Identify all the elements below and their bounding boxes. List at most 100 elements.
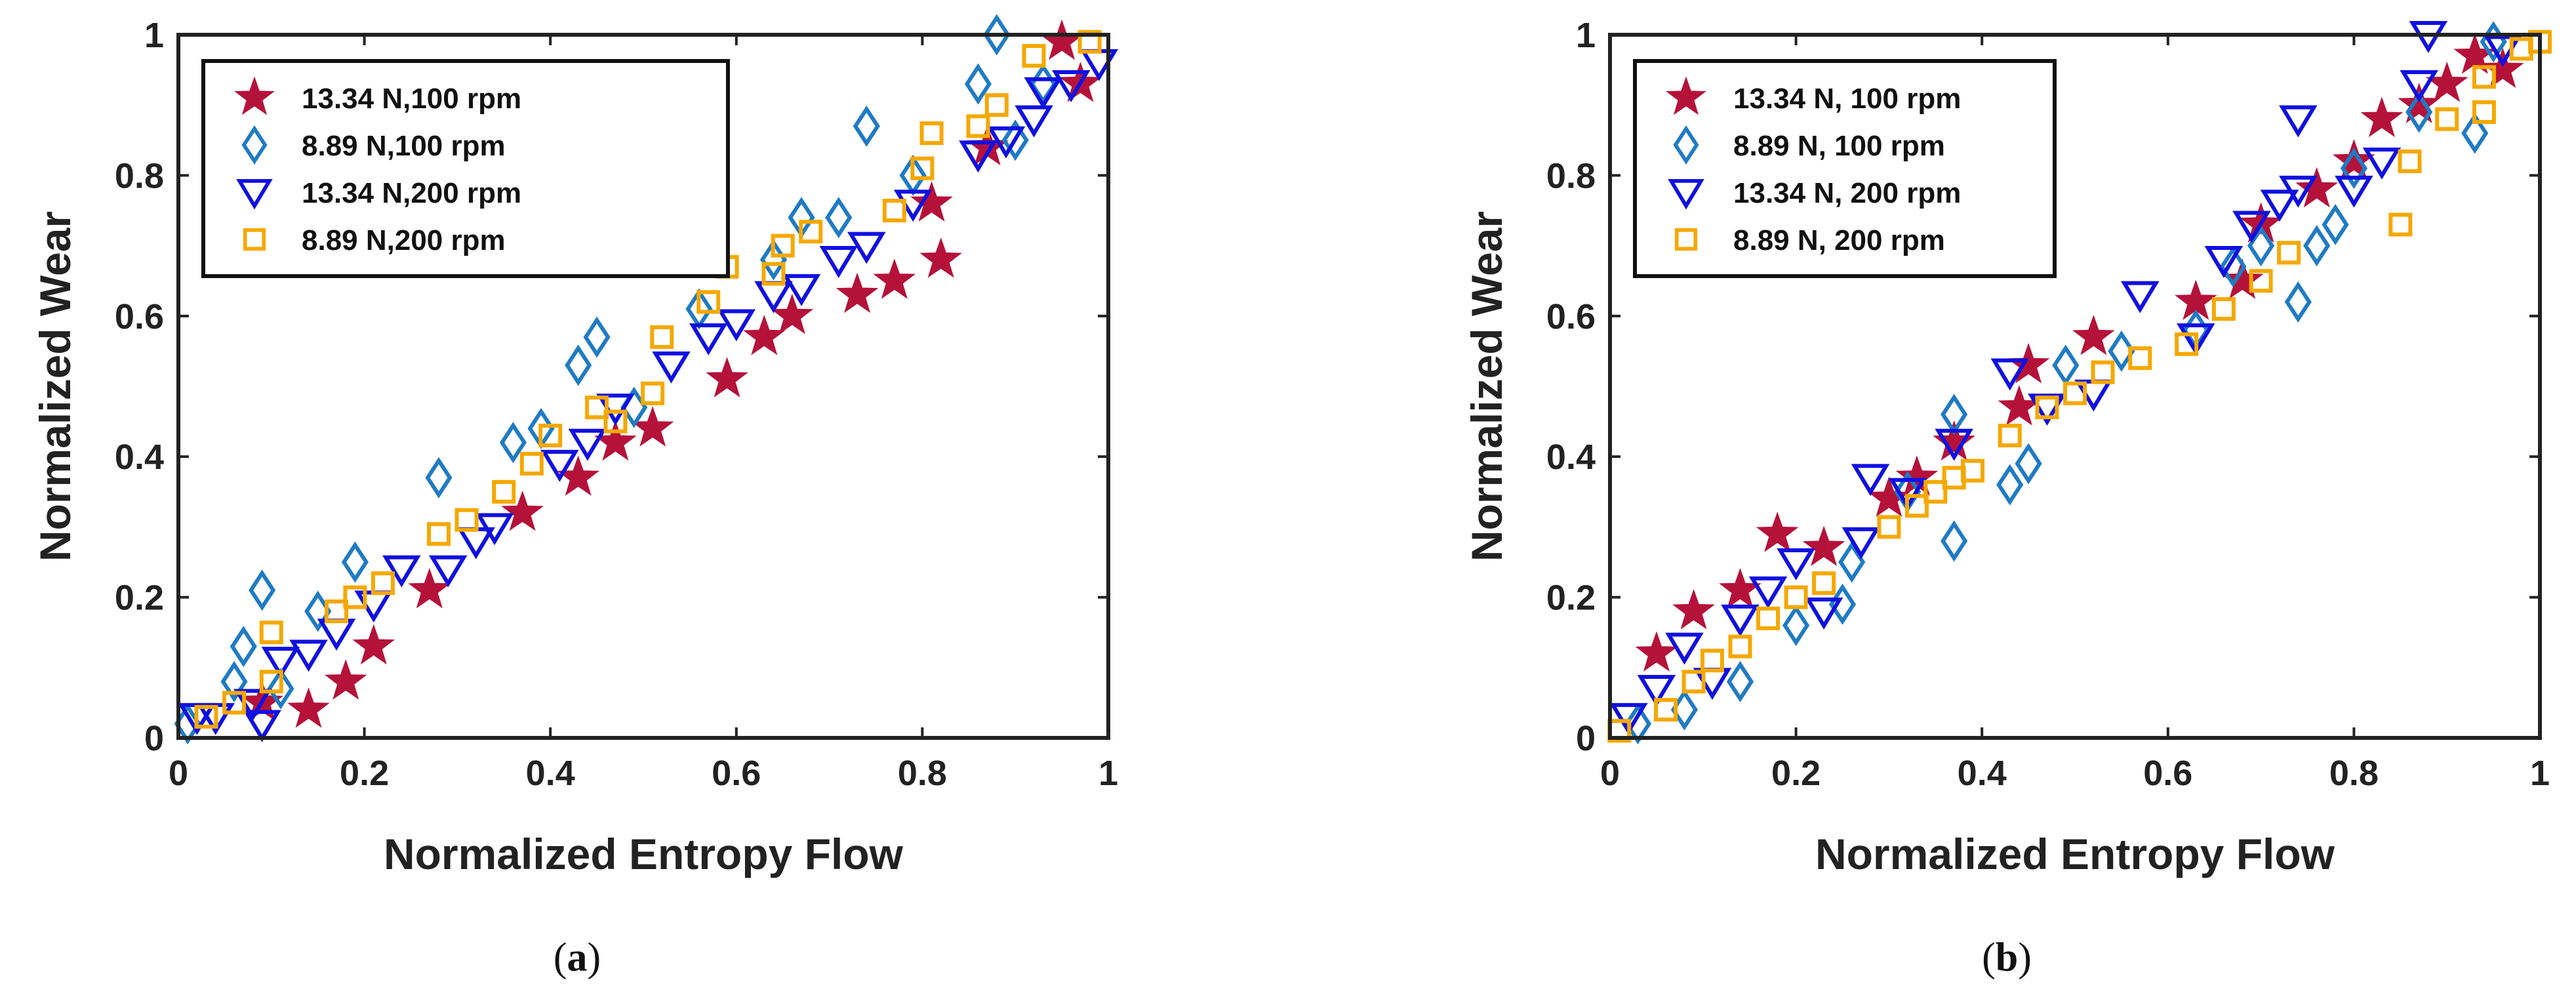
series-0 — [241, 19, 1102, 728]
point-square-2 — [259, 670, 283, 694]
panel-caption: (a) — [553, 935, 601, 980]
point-square-9 — [492, 479, 516, 504]
point-star-7 — [594, 420, 637, 461]
point-triangle-down-22 — [2335, 175, 2373, 208]
point-triangle-down-18 — [2232, 211, 2271, 243]
point-square-15 — [650, 325, 674, 349]
point-triangle-down-8 — [1841, 527, 1881, 559]
point-triangle-down-20 — [819, 246, 858, 278]
point-square-17 — [2128, 346, 2152, 371]
point-triangle-down-20 — [2279, 175, 2318, 208]
point-triangle-down-9 — [428, 555, 468, 588]
point-triangle-down-17 — [717, 309, 756, 342]
point-star-14 — [2295, 167, 2339, 208]
point-square-27 — [1077, 30, 1102, 54]
point-triangle-down-8 — [382, 555, 421, 588]
point-diamond-2 — [230, 626, 257, 668]
point-star-3 — [1756, 512, 1799, 552]
point-star-4 — [1802, 525, 1845, 567]
point-square-10 — [519, 451, 544, 476]
point-star-4 — [408, 567, 451, 609]
point-triangle-down-18 — [754, 281, 793, 314]
point-diamond-19 — [2340, 148, 2367, 190]
point-triangle-down-5 — [289, 640, 328, 672]
point-triangle-down-15 — [652, 351, 691, 384]
point-square-22 — [910, 156, 935, 180]
point-diamond-1 — [220, 660, 248, 702]
point-square-8 — [454, 508, 479, 532]
point-star-15 — [919, 237, 963, 278]
caption-open-paren: ( — [553, 935, 567, 980]
point-star-6 — [557, 455, 600, 496]
point-triangle-down-11 — [1935, 428, 1973, 461]
point-square-4 — [1728, 634, 1752, 659]
series-0 — [1635, 33, 2524, 672]
point-star-3 — [352, 624, 395, 665]
point-triangle-down-5 — [1748, 576, 1788, 609]
point-star-5 — [501, 490, 544, 531]
point-diamond-17 — [853, 105, 880, 147]
point-square-12 — [1961, 458, 1985, 483]
point-square-14 — [641, 381, 665, 405]
point-star-5 — [1868, 476, 1910, 518]
series-3 — [1607, 30, 2552, 743]
point-square-19 — [2211, 297, 2236, 321]
point-square-0 — [194, 704, 218, 729]
caption-letter: a — [567, 935, 588, 980]
point-star-10 — [2072, 314, 2115, 355]
y-tick-label: 0.6 — [1546, 297, 1596, 336]
point-star-1 — [287, 687, 330, 728]
point-square-24 — [966, 114, 990, 138]
point-square-6 — [1784, 585, 1808, 609]
point-square-20 — [799, 220, 823, 244]
point-triangle-down-9 — [1851, 464, 1890, 497]
point-square-2 — [1681, 670, 1706, 694]
x-tick-label: 0.2 — [1771, 754, 1821, 793]
point-triangle-down-21 — [2279, 105, 2318, 138]
point-triangle-down-16 — [2177, 323, 2215, 355]
point-triangle-down-24 — [2400, 70, 2438, 102]
point-square-13 — [1998, 424, 2022, 448]
legend-label: 13.34 N, 200 rpm — [1733, 177, 1961, 209]
point-diamond-16 — [2284, 281, 2312, 323]
point-star-11 — [771, 293, 814, 335]
point-star-2 — [1719, 567, 1761, 609]
point-diamond-8 — [499, 422, 527, 464]
caption-open-paren: ( — [1982, 935, 1996, 980]
x-tick-label: 0.8 — [2329, 754, 2379, 793]
point-triangle-down-13 — [568, 428, 607, 461]
y-tick-label: 0.2 — [1546, 579, 1596, 618]
point-triangle-down-17 — [2204, 246, 2244, 278]
point-triangle-down-11 — [475, 513, 514, 546]
point-square-5 — [343, 585, 367, 609]
point-square-23 — [2398, 149, 2422, 173]
point-square-21 — [2277, 241, 2301, 265]
point-diamond-2 — [1726, 660, 1754, 702]
x-tick-label: 0 — [1600, 754, 1620, 793]
x-tick-label: 0.2 — [340, 754, 389, 793]
y-tick-label: 0 — [144, 719, 164, 758]
caption-close-paren: ) — [2018, 935, 2032, 980]
point-square-13 — [603, 409, 628, 434]
point-square-7 — [427, 522, 451, 546]
y-tick-label: 0.2 — [115, 579, 164, 618]
point-diamond-18 — [2322, 203, 2349, 245]
point-star-14 — [910, 181, 953, 222]
point-square-26 — [1022, 44, 1046, 68]
caption-letter: b — [1996, 935, 2018, 980]
panel-a: 0 0.2 0.4 0.6 0.8 1 0 0.2 0.4 0.6 0.8 1 Normalized E… — [31, 14, 1119, 980]
legend-marker-diamond — [241, 125, 268, 165]
legend-marker-square — [243, 228, 266, 251]
point-triangle-down-24 — [986, 126, 1026, 159]
legend-marker-square — [1674, 228, 1698, 251]
point-diamond-11 — [583, 316, 611, 358]
point-triangle-down-2 — [1665, 632, 1704, 665]
series-3 — [194, 30, 1102, 729]
point-diamond-7 — [1941, 520, 1968, 562]
point-square-26 — [2472, 65, 2496, 89]
point-square-16 — [2091, 360, 2115, 384]
x-tick-label: 0.4 — [526, 754, 575, 793]
plot-frame — [176, 33, 1110, 740]
point-square-18 — [2175, 332, 2199, 356]
legend-marker-triangle-down — [236, 179, 273, 210]
